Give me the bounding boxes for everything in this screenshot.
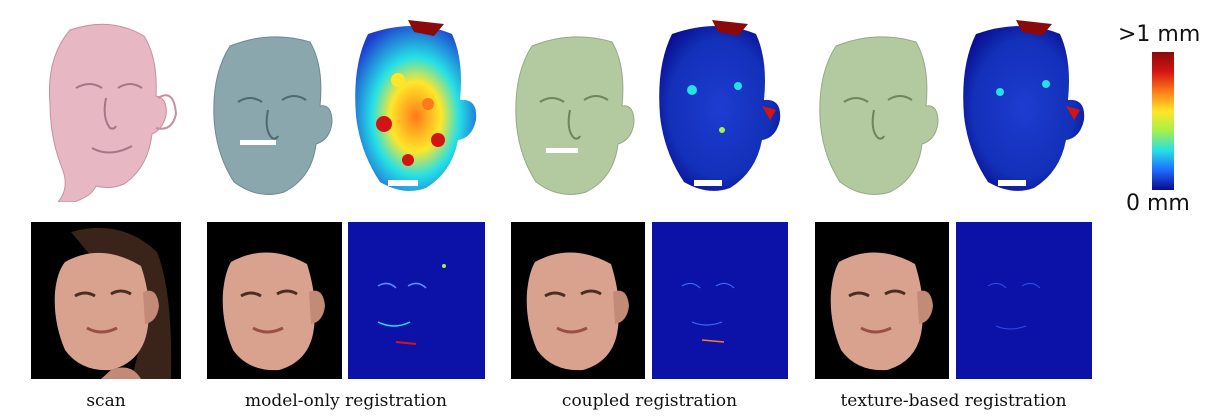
texture-based-photo [815, 222, 949, 379]
texture-based-mesh [812, 30, 948, 202]
coupled-photo [511, 222, 645, 379]
coupled-diff-image [652, 222, 788, 379]
scan-mesh [40, 18, 180, 202]
coupled-error-mesh [652, 20, 788, 204]
scan-photo [31, 222, 181, 379]
model-only-mesh [206, 30, 340, 202]
model-only-diff-image [348, 222, 485, 379]
texture-based-error-mesh [956, 20, 1092, 204]
model-only-photo [207, 222, 342, 379]
coupled-mesh [508, 30, 644, 202]
colorbar-min-label: 0 mm [1126, 191, 1190, 216]
caption-coupled: coupled registration [561, 391, 738, 411]
model-only-error-mesh [348, 20, 484, 204]
colorbar-max-label: >1 mm [1118, 22, 1201, 47]
caption-scan: scan [86, 391, 126, 411]
caption-texture-based: texture-based registration [840, 391, 1067, 411]
colorbar [1152, 52, 1174, 190]
texture-based-diff-image [956, 222, 1092, 379]
caption-model-only: model-only registration [245, 391, 447, 411]
